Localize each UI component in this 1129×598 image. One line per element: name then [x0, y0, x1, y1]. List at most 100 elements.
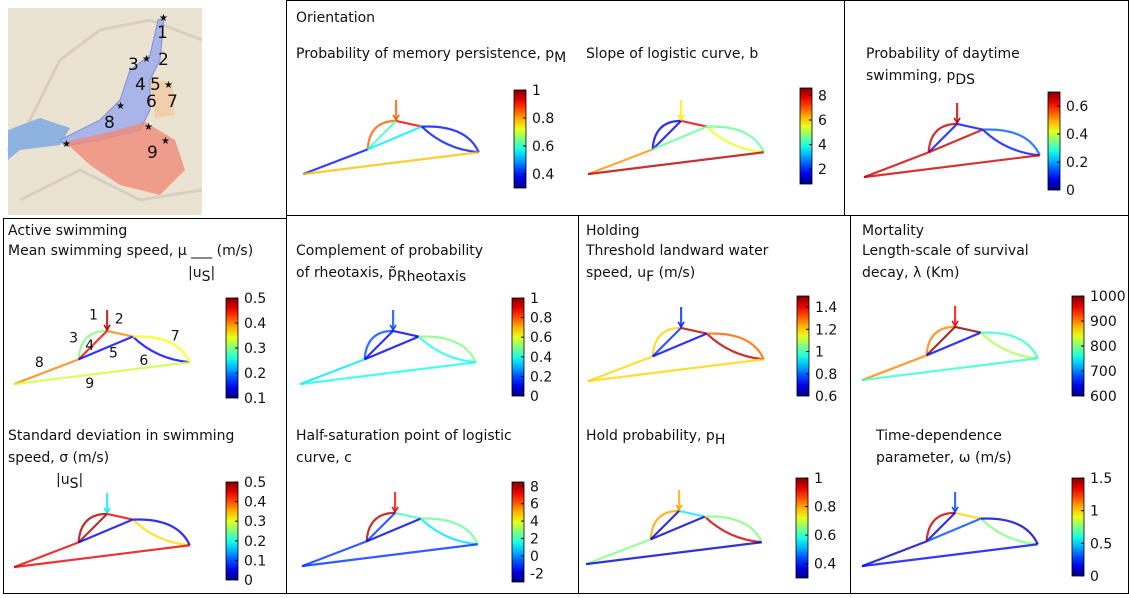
panel-title: Threshold landward water: [585, 243, 769, 259]
title-part: Rheotaxis: [397, 269, 466, 285]
panel-title: Complement of probability: [296, 243, 483, 259]
colorbar-tick-label: 0.1: [244, 553, 266, 569]
title-part: swimming, p: [866, 68, 955, 84]
edge: [957, 124, 983, 130]
title-part: Time-dependence: [875, 428, 1002, 444]
section-header: Holding: [586, 223, 640, 239]
edge: [651, 517, 705, 540]
edge: [653, 334, 707, 357]
panel-title: parameter, ω (m/s): [876, 450, 1012, 466]
colorbar-tick-label: 0.6: [814, 528, 836, 544]
section-header: Active swimming: [8, 223, 127, 239]
colorbar-tick-label: 0.8: [532, 111, 554, 127]
edge: [927, 519, 981, 542]
title-part: Standard deviation in swimming: [8, 428, 234, 444]
edge: [679, 511, 705, 517]
panel-title: swimming, pDS: [866, 68, 975, 88]
title-part: DS: [955, 72, 975, 88]
edge: [395, 513, 421, 519]
edge: [79, 520, 133, 543]
edge: [707, 126, 764, 152]
colorbar-tick-label: -2: [530, 566, 544, 582]
edge-label: 2: [115, 311, 124, 327]
page: {"map": {"labels": ["1", "2", "3", "4", …: [0, 0, 1129, 598]
map-label: 3: [128, 55, 139, 75]
colorbar-tick-label: 0.6: [815, 389, 837, 405]
edge: [705, 516, 762, 542]
edge: [422, 126, 479, 152]
title-part: |: [210, 265, 215, 281]
title-part: speed, u: [586, 265, 646, 281]
colorbar-tick-label: 8: [530, 479, 539, 495]
title-part: S: [202, 269, 211, 285]
colorbar: [796, 478, 808, 578]
colorbar: [514, 90, 526, 188]
edge: [707, 333, 764, 359]
title-part: decay, λ (Km): [862, 265, 959, 281]
colorbar-tick-label: 600: [1090, 389, 1117, 405]
edge-label: 3: [69, 330, 78, 346]
title-part: speed, σ (m/s): [8, 450, 109, 466]
map-label: 2: [158, 50, 169, 70]
colorbar-tick-label: 0.4: [244, 495, 266, 511]
colorbar-tick-label: 1: [814, 471, 823, 487]
colorbar-tick-label: 0.8: [530, 311, 552, 327]
map-star: ★: [144, 122, 153, 133]
colorbar-tick-label: 700: [1090, 364, 1117, 380]
figure: ★★★★★★★123456789OrientationActive swimmi…: [0, 0, 1129, 594]
title-part: Length-scale of survival: [862, 243, 1029, 259]
colorbar-tick-label: 4: [530, 514, 539, 530]
colorbar-tick-label: 1.5: [1090, 471, 1112, 487]
title-part: Threshold landward water: [585, 243, 769, 259]
colorbar-tick-label: 0.2: [244, 534, 266, 550]
map-label: 1: [157, 23, 168, 43]
panel-title: Probability of daytime: [866, 46, 1020, 62]
section-header: Mortality: [862, 223, 924, 239]
title-part: Probability of memory persistence, p: [296, 46, 554, 62]
colorbar-tick-label: 1000: [1090, 289, 1126, 305]
colorbar: [512, 482, 524, 582]
edge-label: 7: [171, 328, 180, 344]
colorbar-tick-label: 0: [530, 549, 539, 565]
panel-title: of rheotaxis, p̃Rheotaxis: [296, 265, 466, 285]
panel-title: speed, uF (m/s): [586, 265, 695, 285]
edge-label: 8: [35, 355, 44, 371]
map-label: 4: [135, 75, 146, 95]
colorbar: [226, 482, 238, 580]
colorbar-tick-label: 0.3: [244, 514, 266, 530]
colorbar-tick-label: 0: [244, 573, 253, 589]
title-part: Complement of probability: [296, 243, 483, 259]
colorbar-tick-label: 0.1: [244, 391, 266, 407]
map-label: 7: [167, 92, 178, 112]
colorbar-tick-label: 2: [818, 162, 827, 178]
panel-title: speed, σ (m/s): [8, 450, 109, 466]
colorbar-tick-label: 1.2: [815, 322, 837, 338]
colorbar-tick-label: 0.2: [530, 369, 552, 385]
colorbar-tick-label: 0.4: [532, 167, 554, 183]
edge: [681, 328, 707, 334]
edge: [396, 121, 422, 127]
panel-title: |uS|: [188, 265, 215, 285]
map-label: 6: [146, 92, 157, 112]
panel-title: Length-scale of survival: [862, 243, 1029, 259]
edge: [393, 331, 419, 337]
title-part: curve, c: [296, 450, 352, 466]
edge: [107, 331, 133, 337]
edge: [955, 513, 981, 519]
colorbar: [797, 296, 809, 396]
panel-title: Time-dependence: [875, 428, 1002, 444]
colorbar-tick-label: 0.5: [244, 291, 266, 307]
title-part: Slope of logistic curve, b: [586, 46, 758, 62]
edge: [368, 127, 422, 150]
title-part: (m/s): [654, 265, 695, 281]
colorbar-tick-label: 1: [1090, 504, 1099, 520]
colorbar-tick-label: 0.3: [244, 341, 266, 357]
edge: [421, 518, 478, 544]
colorbar-tick-label: 0.6: [530, 330, 552, 346]
colorbar-tick-label: 1: [532, 83, 541, 99]
title-part: M: [554, 50, 566, 66]
title-part: H: [715, 432, 726, 448]
colorbar-tick-label: 6: [818, 113, 827, 129]
title-part: Mean swimming speed, μ ___ (m/s): [8, 243, 253, 259]
colorbar-tick-label: 0.5: [244, 475, 266, 491]
